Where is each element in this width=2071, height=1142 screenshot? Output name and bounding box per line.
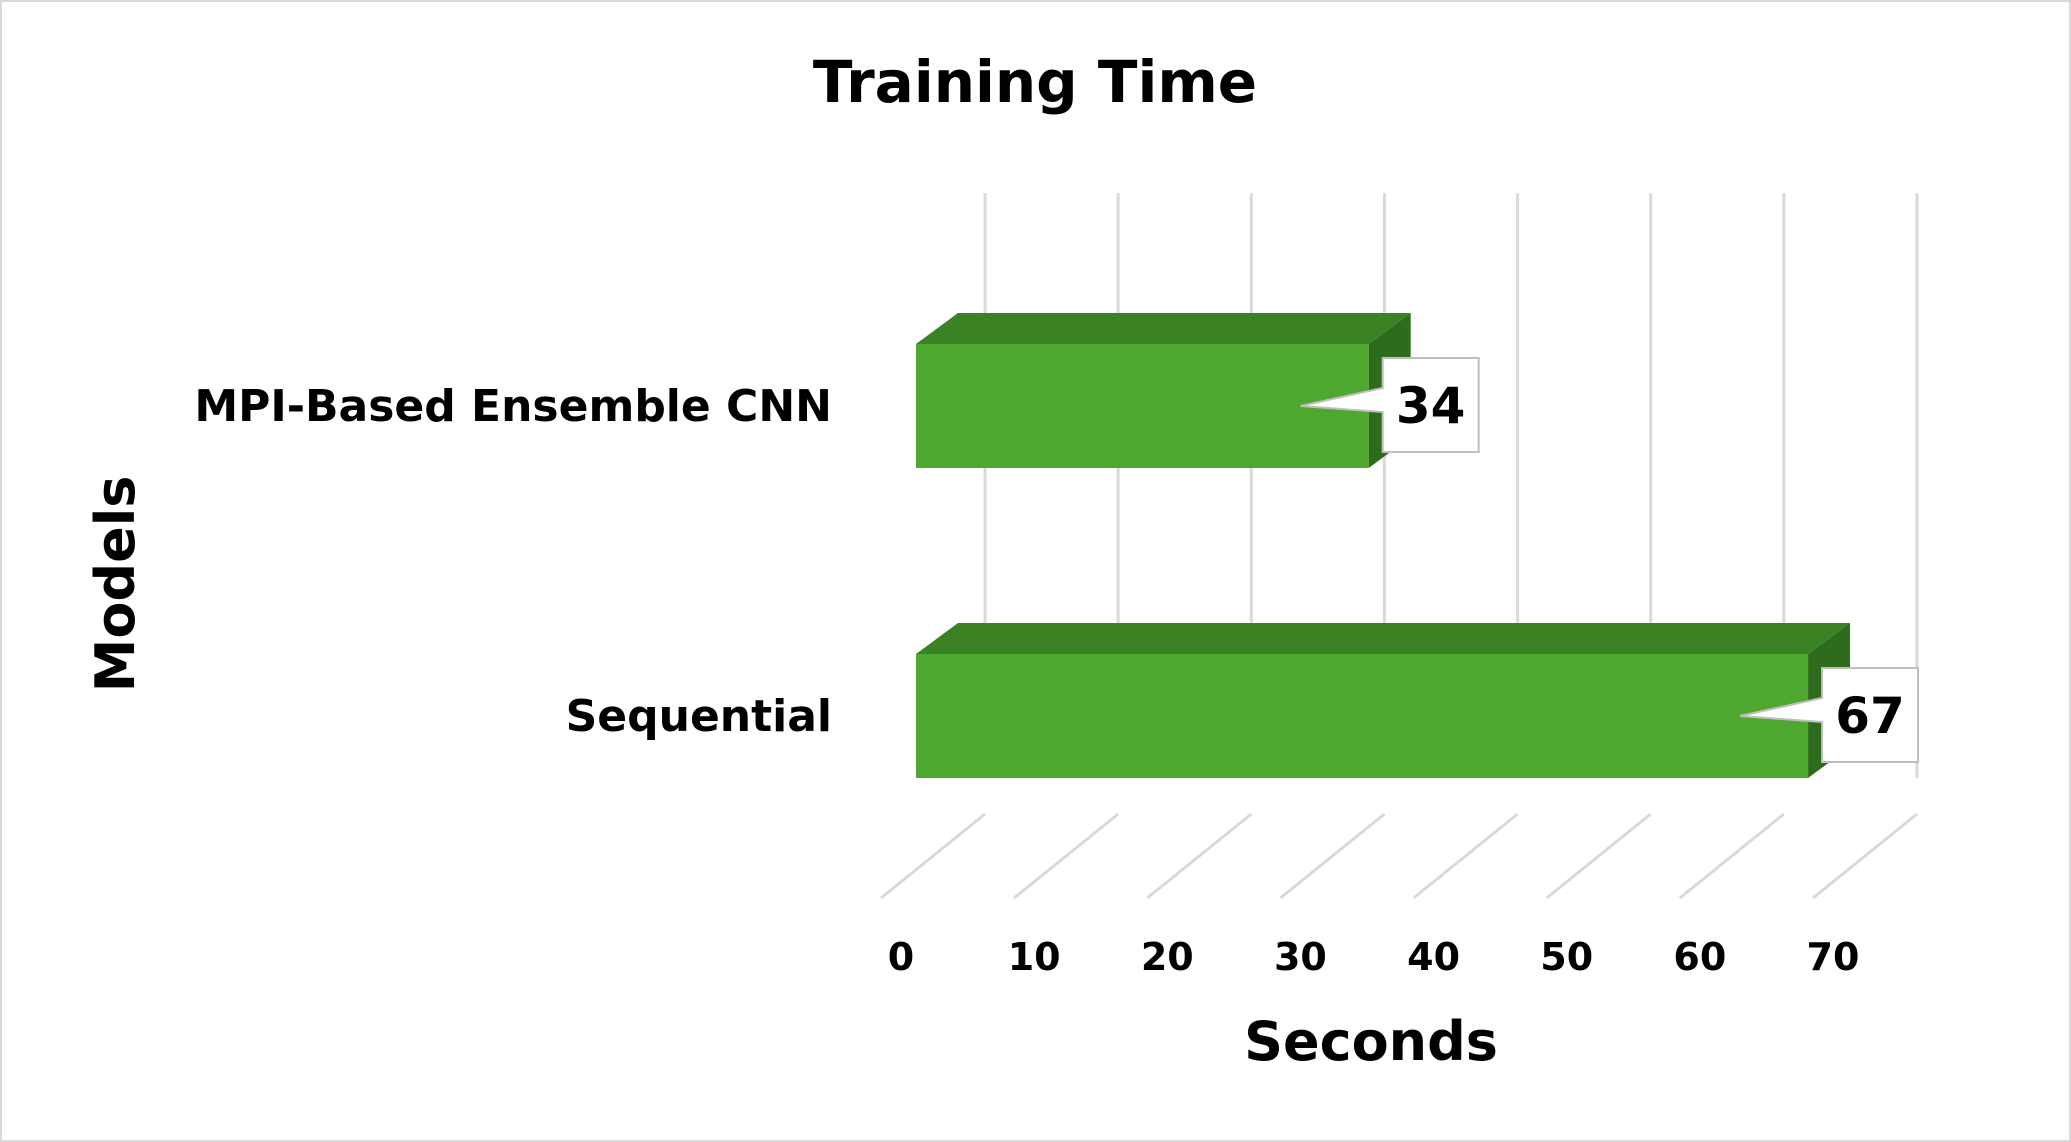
floor-gridline-10 (1013, 812, 1120, 900)
x-tick-label: 60 (1673, 935, 1726, 979)
floor-gridline-50 (1545, 812, 1652, 900)
floor-gridline-30 (1279, 812, 1386, 900)
x-tick-labels: 0 10 20 30 40 50 60 70 (888, 935, 1860, 979)
bar-mpi-based-ensemble-cnn (916, 344, 1369, 468)
floor-gridline-20 (1146, 812, 1253, 900)
data-label-callout (1300, 357, 1480, 453)
x-tick-label: 40 (1407, 935, 1460, 979)
chart-title: Training Time (813, 48, 1257, 116)
floor-gridline-40 (1412, 812, 1519, 900)
category-label: MPI-Based Ensemble CNN (194, 381, 832, 432)
data-label: 67 (1835, 687, 1905, 745)
x-tick-label: 20 (1141, 935, 1194, 979)
data-labels: 34 67 (1300, 357, 1920, 763)
y-axis-title: Models (84, 476, 147, 693)
bar-top-face (916, 623, 1851, 654)
category-label: Sequential (566, 691, 832, 742)
x-tick-label: 0 (888, 935, 914, 979)
bars (916, 313, 1851, 778)
x-axis-title: Seconds (1244, 1010, 1498, 1073)
floor-gridline-0 (880, 812, 986, 900)
category-labels: MPI-Based Ensemble CNN Sequential (194, 381, 832, 742)
data-label: 34 (1396, 377, 1466, 435)
x-tick-label: 50 (1540, 935, 1593, 979)
floor-gridline-60 (1678, 812, 1785, 900)
gridlines (880, 193, 1919, 900)
floor-gridline-70 (1812, 812, 1918, 900)
data-label-callout (1739, 667, 1920, 763)
bar-sequential (916, 654, 1809, 778)
x-tick-label: 30 (1274, 935, 1327, 979)
bar-top-face (916, 313, 1411, 344)
x-tick-label: 70 (1807, 935, 1860, 979)
x-tick-label: 10 (1008, 935, 1061, 979)
